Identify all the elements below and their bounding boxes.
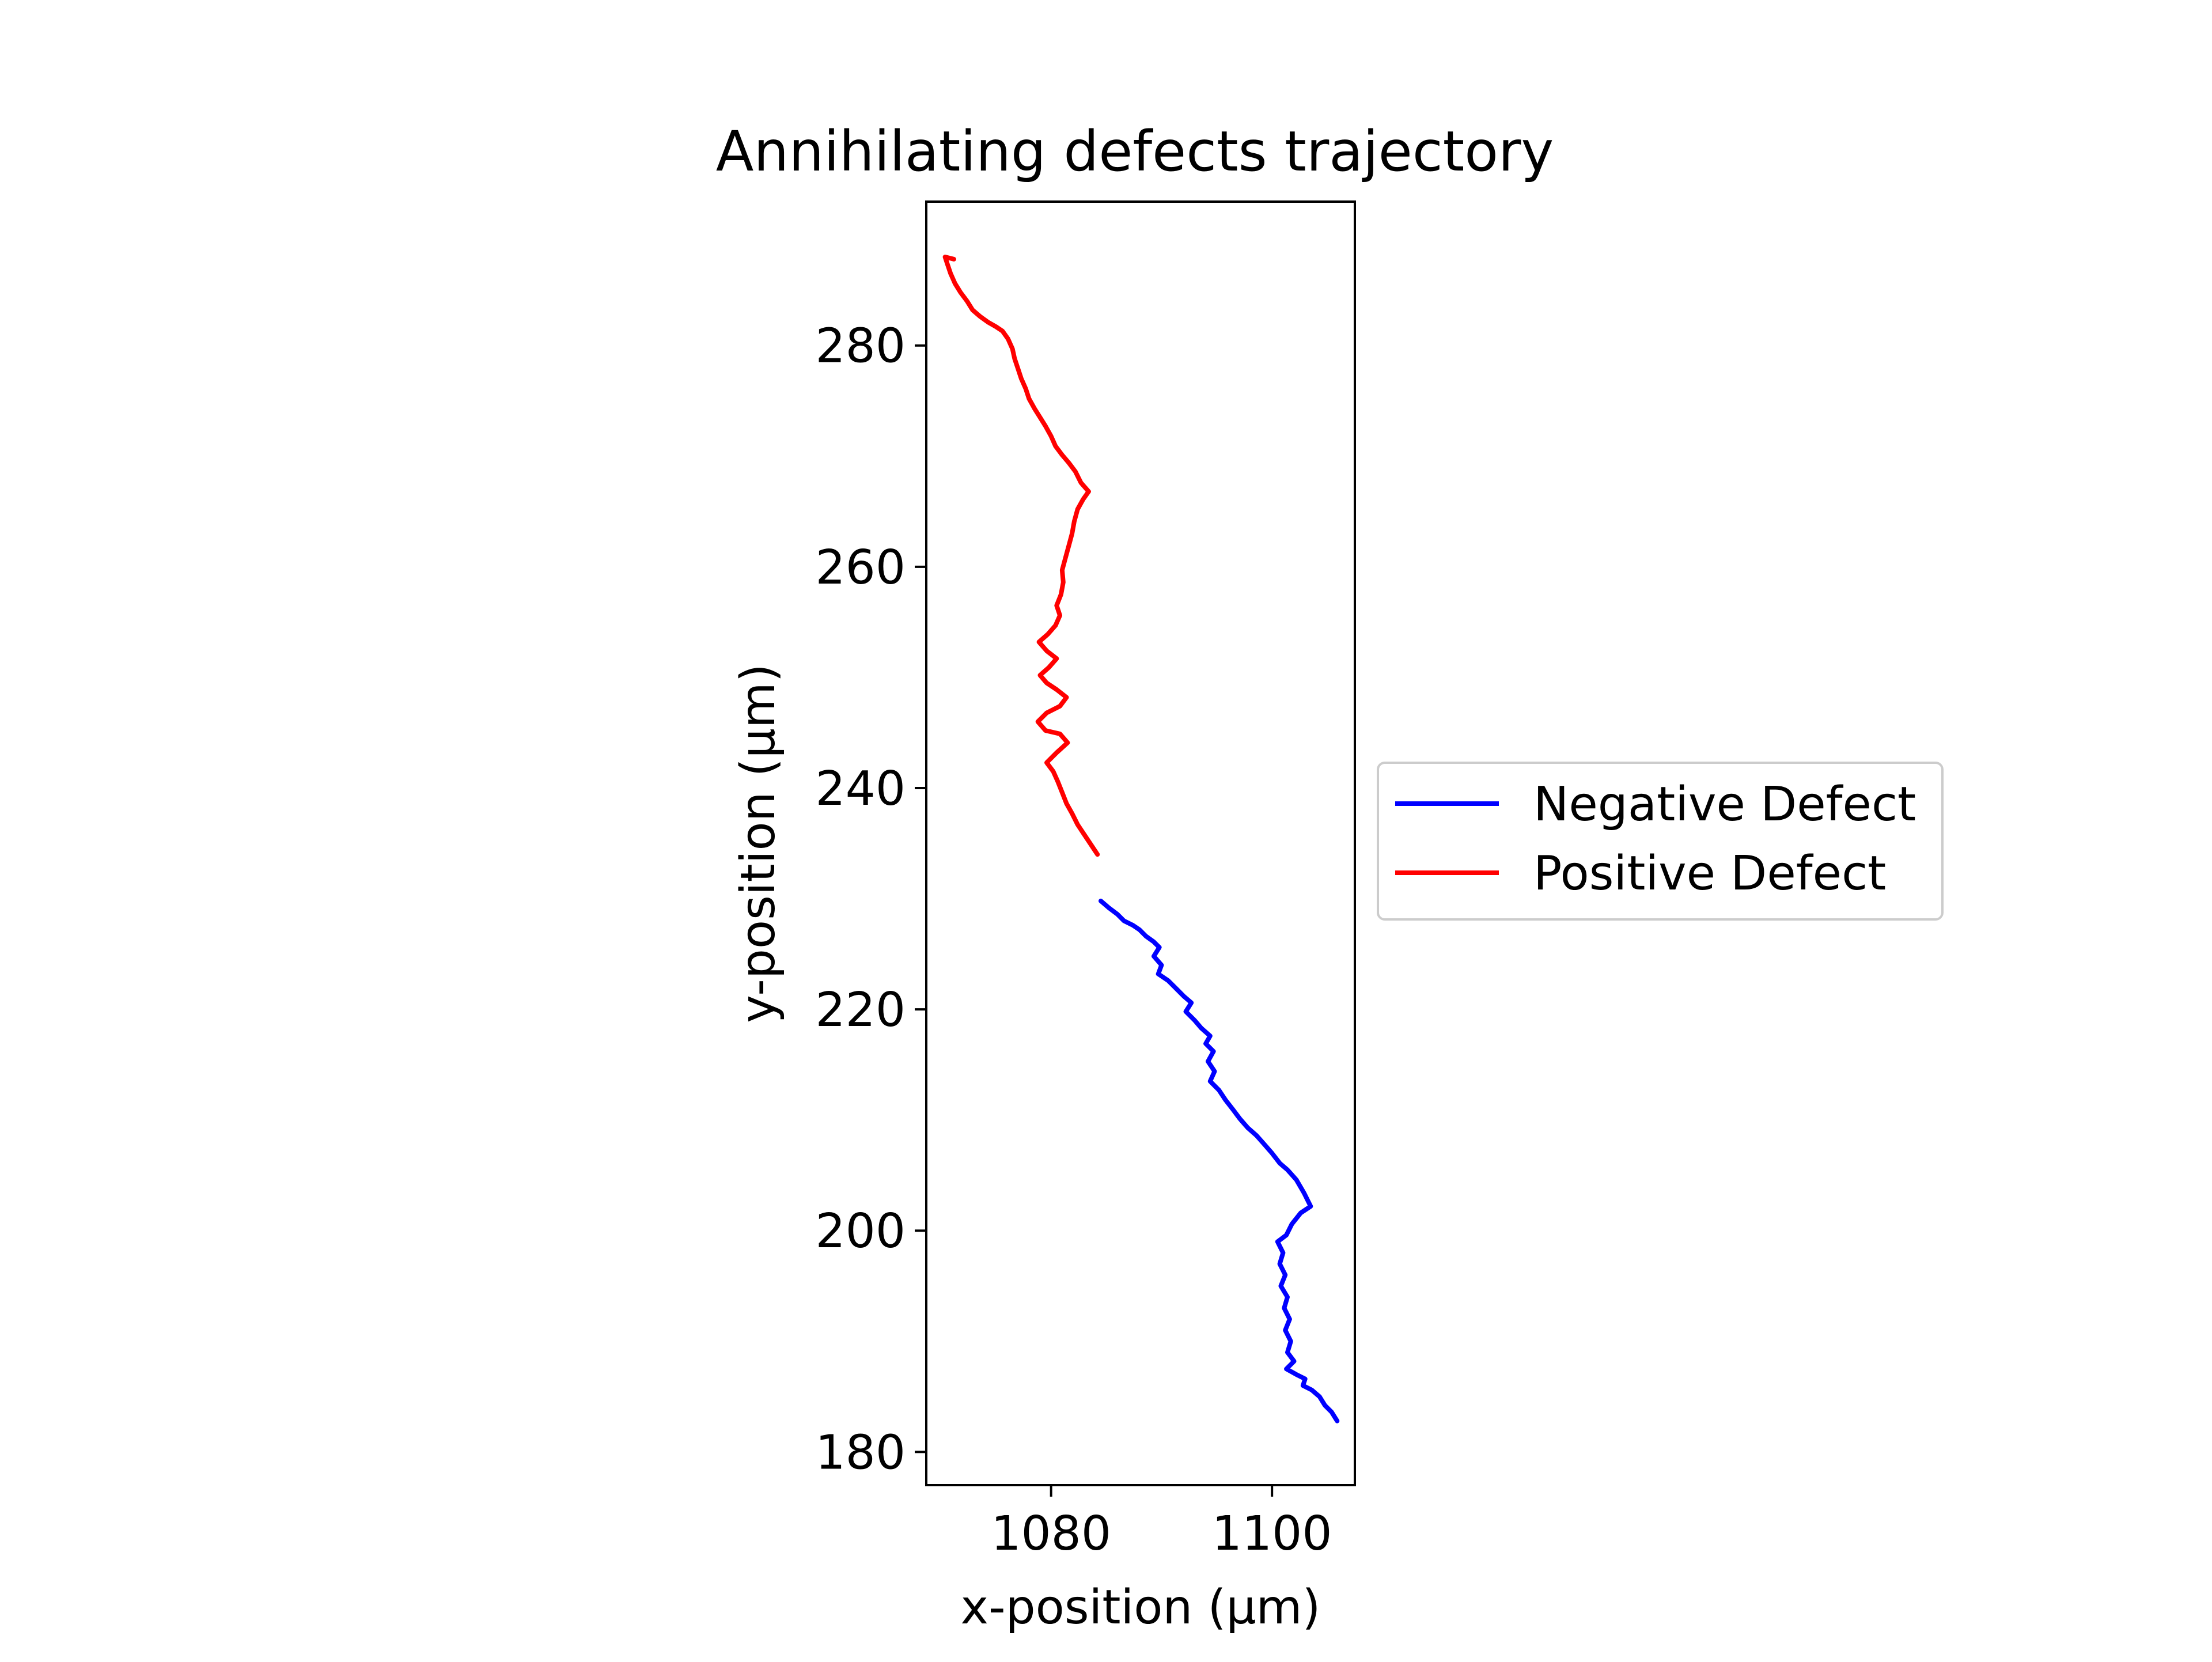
chart-title: Annihilating defects trajectory bbox=[716, 119, 1554, 184]
x-tick-label: 1100 bbox=[1212, 1506, 1332, 1561]
y-tick-label: 280 bbox=[815, 319, 906, 374]
series-layer bbox=[942, 255, 1340, 1424]
series-line-positive-defect bbox=[942, 255, 1100, 857]
y-axis-ticks: 180 200 220 240 260 280 bbox=[815, 319, 926, 1480]
legend-box bbox=[1377, 762, 1944, 921]
x-tick-label: 1080 bbox=[991, 1506, 1111, 1561]
legend-label-negative-defect: Negative Defect bbox=[1533, 777, 1916, 832]
legend-label-positive-defect: Positive Defect bbox=[1533, 846, 1886, 901]
y-tick-label: 220 bbox=[815, 983, 906, 1038]
x-axis-label: x-position (µm) bbox=[960, 1580, 1320, 1635]
legend: Negative Defect Positive Defect bbox=[1377, 762, 1944, 921]
y-tick-label: 260 bbox=[815, 540, 906, 595]
y-tick-label: 200 bbox=[815, 1204, 906, 1259]
series-line-negative-defect bbox=[1099, 898, 1340, 1424]
plot-area-frame bbox=[925, 200, 1356, 1486]
x-axis-ticks: 1080 1100 bbox=[991, 1485, 1332, 1561]
y-tick-label: 240 bbox=[815, 762, 906, 816]
y-tick-label: 180 bbox=[815, 1425, 906, 1480]
y-axis-label: y-position (µm) bbox=[731, 664, 786, 1023]
